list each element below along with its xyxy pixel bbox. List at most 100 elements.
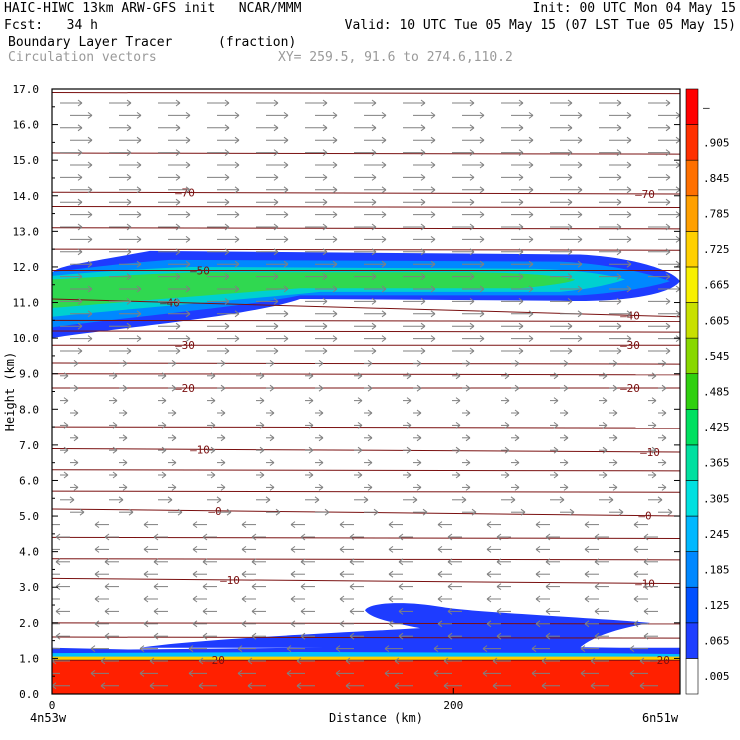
wind-arrowhead	[528, 335, 534, 342]
wind-arrowhead	[661, 384, 667, 392]
wind-arrowhead	[94, 595, 100, 603]
wind-arrowhead	[626, 260, 632, 268]
wind-arrowhead	[136, 161, 142, 169]
colorbar-swatch	[685, 302, 699, 339]
wind-arrowhead	[416, 360, 422, 367]
wind-arrowhead	[77, 347, 83, 355]
wind-arrowhead	[273, 322, 279, 330]
wind-arrowhead	[612, 459, 618, 466]
wind-arrowhead	[398, 533, 404, 541]
wind-arrowhead	[286, 645, 292, 652]
wind-arrowhead	[643, 632, 649, 640]
xy-range: XY= 259.5, 91.6 to 274.6,110.2	[278, 50, 513, 65]
wind-arrowhead	[192, 546, 198, 553]
wind-arrowhead	[496, 608, 502, 615]
wind-arrowhead	[87, 112, 93, 119]
wind-arrowhead	[122, 459, 128, 466]
field-units: (fraction)	[218, 35, 297, 50]
wind-arrowhead	[332, 310, 338, 318]
wind-arrowhead	[161, 397, 167, 404]
wind-arrowhead	[420, 298, 426, 305]
wind-arrowhead	[486, 521, 492, 528]
upper-tracer-core	[52, 272, 575, 308]
wind-arrowhead	[100, 657, 106, 665]
wind-arrowhead	[335, 670, 341, 677]
colorbar-swatch	[685, 480, 699, 517]
wind-arrowhead	[216, 496, 222, 504]
wind-arrowhead	[220, 360, 226, 367]
wind-arrowhead	[616, 347, 622, 355]
colorbar-label: .005	[703, 670, 730, 683]
wind-arrowhead	[269, 434, 275, 442]
wind-arrowhead	[112, 397, 118, 404]
wind-arrowhead	[479, 260, 485, 268]
y-tick-label: 10.0	[13, 332, 40, 345]
wind-arrowhead	[308, 446, 314, 454]
wind-arrowhead	[335, 645, 341, 652]
wind-arrowhead	[406, 446, 412, 454]
wind-arrowhead	[486, 595, 492, 603]
wind-arrowhead	[175, 248, 181, 256]
wind-arrowhead	[465, 434, 471, 442]
wind-arrowhead	[577, 310, 583, 318]
wind-arrowhead	[626, 211, 632, 218]
wind-arrowhead	[661, 484, 667, 491]
wind-arrowhead	[122, 360, 128, 367]
wind-arrowhead	[171, 360, 177, 367]
isotherm-line	[52, 92, 680, 95]
vector-legend: Circulation vectors	[8, 50, 157, 65]
wind-arrowhead	[420, 322, 426, 330]
wind-arrowhead	[234, 335, 240, 342]
y-tick-label: 3.0	[19, 581, 39, 594]
wind-arrowhead	[675, 161, 680, 169]
wind-arrowhead	[234, 136, 240, 144]
wind-arrowhead	[535, 570, 541, 578]
wind-arrowhead	[322, 124, 328, 132]
wind-arrowhead	[535, 620, 541, 628]
wind-arrowhead	[580, 645, 586, 652]
wind-arrowhead	[185, 136, 191, 144]
wind-arrowhead	[514, 484, 520, 491]
wind-arrowhead	[339, 620, 345, 628]
wind-arrowhead	[492, 657, 498, 665]
wind-arrowhead	[479, 186, 485, 194]
wind-arrowhead	[220, 459, 226, 466]
wind-arrowhead	[322, 223, 328, 231]
colorbar-swatch	[685, 622, 699, 659]
wind-arrowhead	[371, 174, 377, 181]
y-tick-label: 5.0	[19, 510, 39, 523]
wind-arrowhead	[541, 682, 547, 690]
wind-arrowhead	[553, 397, 559, 404]
y-tick-label: 4.0	[19, 546, 39, 559]
wind-arrowhead	[237, 645, 243, 652]
wind-arrowhead	[479, 285, 485, 293]
wind-arrowhead	[322, 149, 328, 156]
wind-arrowhead	[296, 657, 302, 665]
colorbar-swatch	[685, 515, 699, 552]
wind-arrowhead	[665, 347, 671, 355]
wind-arrowhead	[430, 186, 436, 194]
colorbar-swatch	[685, 373, 699, 410]
wind-arrowhead	[633, 620, 639, 628]
wind-arrowhead	[675, 285, 680, 293]
wind-arrowhead	[430, 260, 436, 268]
wind-arrowhead	[349, 583, 355, 590]
wind-arrowhead	[234, 285, 240, 293]
wind-arrowhead	[318, 384, 324, 392]
wind-arrowhead	[665, 198, 671, 206]
wind-arrowhead	[171, 409, 177, 417]
wind-arrowhead	[584, 595, 590, 603]
wind-arrowhead	[563, 484, 569, 491]
wind-arrowhead	[339, 595, 345, 603]
y-tick-label: 7.0	[19, 439, 39, 452]
wind-arrowhead	[633, 570, 639, 578]
wind-arrowhead	[465, 409, 471, 417]
wind-arrowhead	[626, 136, 632, 144]
wind-arrowhead	[77, 298, 83, 305]
wind-arrowhead	[602, 446, 608, 454]
wind-arrowhead	[300, 533, 306, 541]
wind-arrowhead	[55, 632, 61, 640]
wind-arrowhead	[528, 186, 534, 194]
y-tick-label: 14.0	[13, 190, 40, 203]
wind-arrowhead	[339, 546, 345, 553]
